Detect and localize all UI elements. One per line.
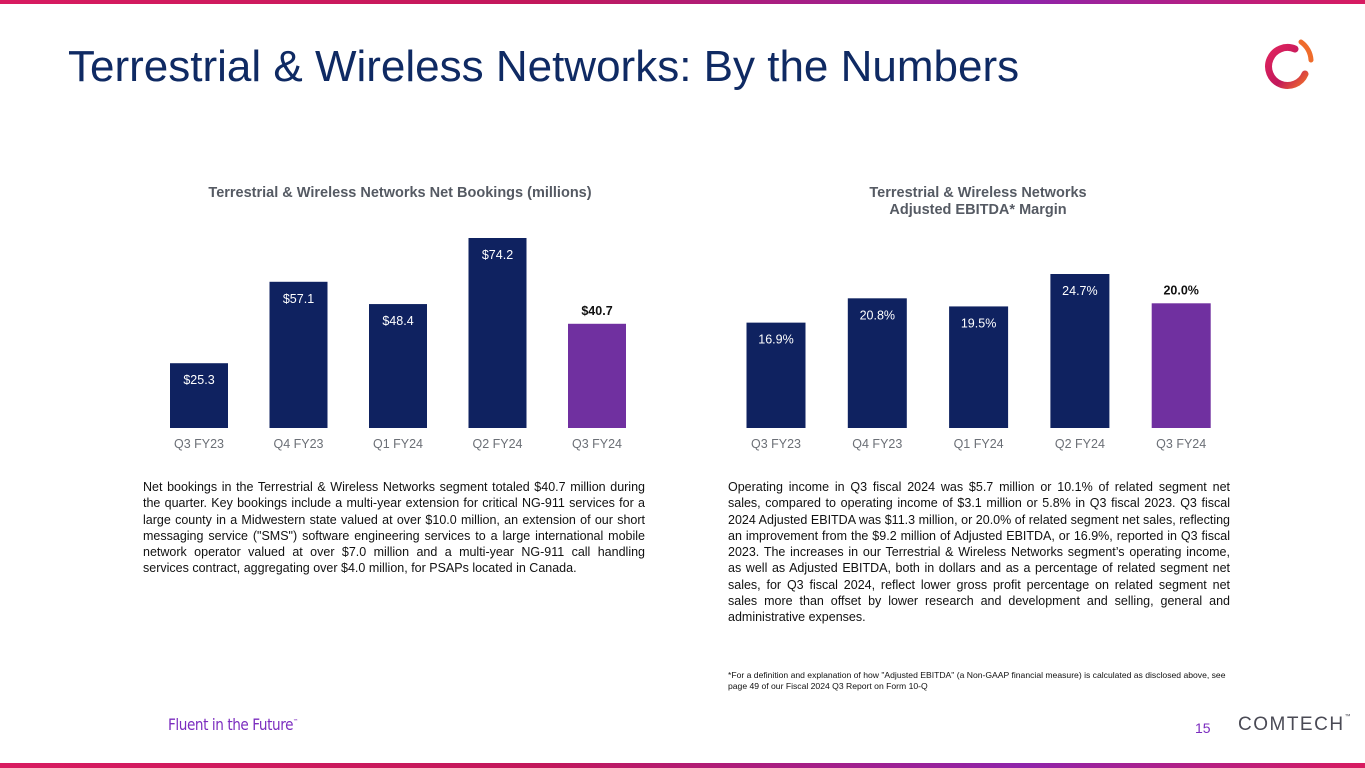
data-label: 24.7% — [1062, 284, 1097, 298]
comtech-logo-icon — [1265, 39, 1314, 89]
bottom-accent-bar — [0, 763, 1365, 768]
tagline-trademark: ™ — [293, 718, 298, 726]
x-tick-label: Q4 FY23 — [852, 437, 902, 451]
data-label: $74.2 — [482, 248, 513, 262]
ebitda-chart-title-line-1: Terrestrial & Wireless Networks — [869, 185, 1087, 201]
bar-q3-fy23 — [746, 322, 806, 428]
x-tick-label: Q2 FY24 — [472, 437, 522, 451]
x-tick-label: Q2 FY24 — [1055, 437, 1105, 451]
x-tick-label: Q3 FY24 — [572, 437, 622, 451]
data-label: $40.7 — [581, 304, 612, 318]
brand-text: COMTECH — [1238, 714, 1345, 735]
x-tick-label: Q1 FY24 — [373, 437, 423, 451]
brand-wordmark: COMTECH™ — [1238, 714, 1351, 736]
x-tick-label: Q3 FY23 — [751, 437, 801, 451]
bar-q3-fy23 — [170, 363, 228, 428]
ebitda-description: Operating income in Q3 fiscal 2024 was $… — [728, 480, 1230, 625]
bar-q3-fy24 — [1151, 303, 1211, 428]
bar-q2-fy24 — [1050, 274, 1110, 428]
brand-trademark: ™ — [1344, 714, 1351, 720]
data-label: $25.3 — [183, 373, 214, 387]
x-tick-label: Q4 FY23 — [273, 437, 323, 451]
data-label: $48.4 — [382, 314, 413, 328]
x-tick-label: Q3 FY23 — [174, 437, 224, 451]
bar-q4-fy23 — [847, 298, 907, 428]
bar-q2-fy24 — [468, 238, 527, 428]
ebitda-margin-chart: 16.9% Q3 FY23 20.8% Q4 FY23 19.5% Q1 FY24 24.7… — [746, 274, 1211, 451]
bookings-chart: $25.3 Q3 FY23 $57.1 Q4 FY23 $48.4 Q1 FY24 $74.… — [170, 238, 626, 451]
ebitda-chart-title-line-2: Adjusted EBITDA* Margin — [889, 202, 1067, 218]
tagline-text: Fluent in the Future — [168, 715, 294, 734]
bookings-description: Net bookings in the Terrestrial & Wirele… — [143, 480, 645, 576]
page-number: 15 — [1195, 720, 1211, 736]
data-label: 20.0% — [1163, 283, 1198, 297]
x-tick-label: Q1 FY24 — [954, 437, 1004, 451]
ebitda-chart-title: Terrestrial & Wireless Networks Adjusted… — [728, 185, 1228, 219]
bar-q1-fy24 — [369, 304, 427, 428]
data-label: 20.8% — [860, 308, 895, 322]
x-tick-label: Q3 FY24 — [1156, 437, 1206, 451]
data-label: 19.5% — [961, 316, 996, 330]
bar-q1-fy24 — [949, 306, 1009, 428]
top-accent-bar — [0, 0, 1365, 4]
data-label: 16.9% — [758, 333, 793, 347]
bookings-chart-title: Terrestrial & Wireless Networks Net Book… — [208, 185, 592, 201]
tagline: Fluent in the Future™ — [168, 715, 298, 734]
bar-q4-fy23 — [269, 281, 328, 428]
data-label: $57.1 — [283, 292, 314, 306]
footnote: *For a definition and explanation of how… — [728, 670, 1226, 691]
bar-q3-fy24 — [568, 323, 626, 428]
page-title: Terrestrial & Wireless Networks: By the … — [68, 42, 1020, 91]
